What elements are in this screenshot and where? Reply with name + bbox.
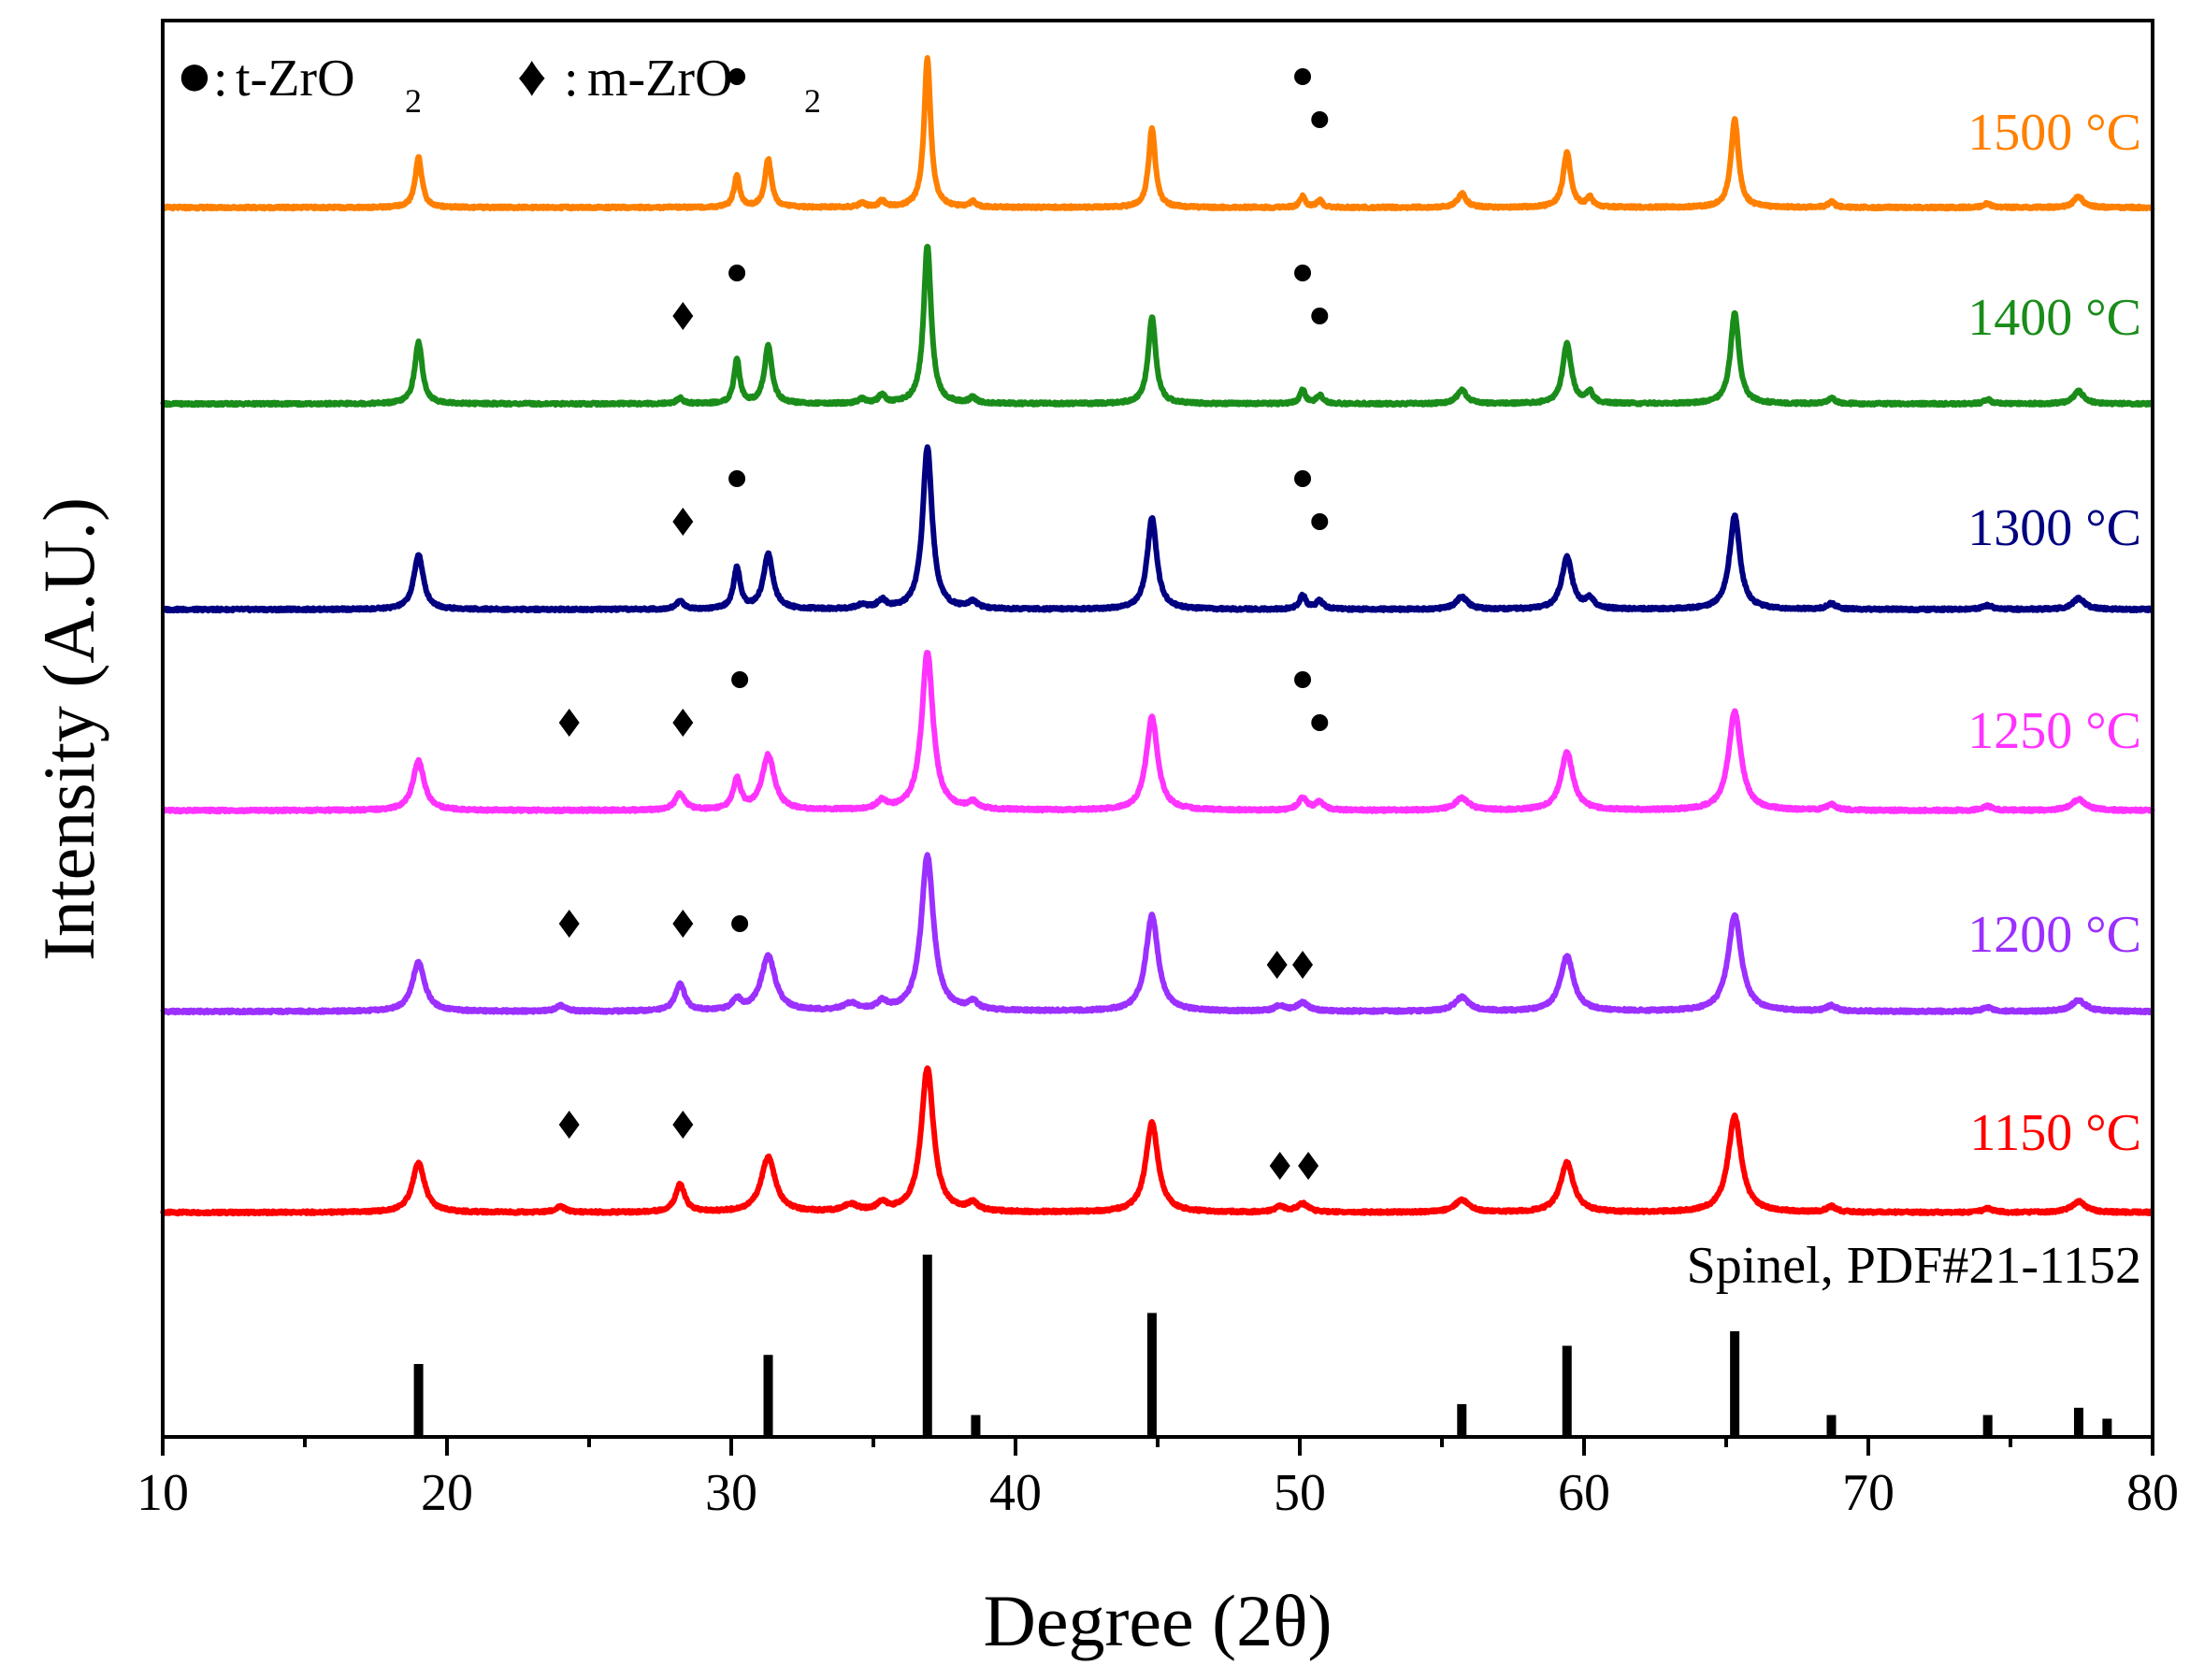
tzro2-marker — [1311, 111, 1329, 128]
tzro2-marker — [731, 671, 749, 688]
mzro2-marker — [558, 910, 580, 938]
tzro2-marker — [1311, 714, 1329, 731]
phase-markers — [558, 68, 1329, 1180]
reference-stick — [2073, 1407, 2083, 1437]
mzro2-marker — [558, 1111, 580, 1139]
series-line-1500-c — [160, 55, 2155, 212]
reference-stick — [922, 1255, 932, 1437]
mzro2-marker — [1269, 1152, 1290, 1180]
tzro2-marker — [728, 470, 746, 487]
tzro2-marker — [728, 68, 746, 85]
legend-item-mzro2: ♦ : m-ZrO 2 — [517, 45, 821, 120]
legend-sub-tzro2: 2 — [405, 82, 422, 120]
series-line-1250-c — [160, 650, 2155, 815]
tzro2-marker — [1311, 513, 1329, 530]
reference-stick — [413, 1364, 424, 1437]
reference-stick — [2102, 1418, 2112, 1437]
legend: ● : t-ZrO 2 ♦ : m-ZrO 2 — [176, 41, 821, 120]
mzro2-marker — [672, 1111, 694, 1139]
reference-stick — [763, 1355, 773, 1437]
x-tick-label: 50 — [1274, 1464, 1326, 1522]
reference-label: Spinel, PDF#21-1152 — [1687, 1237, 2141, 1295]
legend-symbol-diamond: ♦ — [517, 45, 547, 108]
legend-colon-2: : — [564, 50, 579, 108]
series-labels: 1150 °C 1200 °C 1250 °C 1300 °C 1400 °C 1500 … — [1967, 104, 2141, 1162]
x-axis-ticks — [161, 1437, 2154, 1456]
x-tick-label: 70 — [1842, 1464, 1895, 1522]
series-label-1150-c: 1150 °C — [1969, 1104, 2141, 1162]
legend-label-mzro2: m-ZrO — [587, 50, 733, 108]
x-tick-label: 60 — [1558, 1464, 1610, 1522]
reference-stick — [1562, 1345, 1572, 1437]
mzro2-marker — [672, 709, 694, 737]
mzro2-marker — [672, 910, 694, 938]
series-label-1400-c: 1400 °C — [1967, 289, 2141, 347]
series-label-1200-c: 1200 °C — [1967, 906, 2141, 964]
series-label-1250-c: 1250 °C — [1967, 702, 2141, 760]
tzro2-marker — [1294, 470, 1312, 487]
mzro2-marker — [672, 508, 694, 536]
series-label-1500-c: 1500 °C — [1967, 104, 2141, 162]
legend-item-tzro2: ● : t-ZrO 2 — [176, 41, 422, 120]
tzro2-marker — [1311, 308, 1329, 324]
mzro2-marker — [1266, 951, 1288, 979]
mzro2-marker — [1298, 1152, 1319, 1180]
tzro2-marker — [1294, 265, 1312, 281]
xrd-traces — [160, 55, 2155, 1217]
plot-frame — [161, 19, 2154, 1439]
legend-symbol-circle: ● — [176, 41, 213, 109]
y-axis-label: Intensity (A.U.) — [28, 497, 109, 961]
series-label-1300-c: 1300 °C — [1967, 499, 2141, 557]
x-axis-label: Degree (2θ) — [984, 1580, 1333, 1661]
x-tick-label: 40 — [989, 1464, 1042, 1522]
reference-sticks — [413, 1255, 2112, 1437]
mzro2-marker — [558, 709, 580, 737]
tzro2-marker — [1294, 671, 1312, 688]
reference-stick — [1146, 1313, 1157, 1437]
legend-colon-1: : — [213, 50, 228, 108]
x-tick-label: 20 — [421, 1464, 473, 1522]
series-line-1300-c — [160, 444, 2155, 614]
tzro2-marker — [728, 265, 746, 281]
legend-sub-mzro2: 2 — [804, 82, 821, 120]
mzro2-marker — [1292, 951, 1314, 979]
tzro2-marker — [731, 915, 749, 932]
reference-stick — [1982, 1414, 1993, 1437]
reference-stick — [1826, 1414, 1837, 1437]
x-tick-label: 80 — [2126, 1464, 2179, 1522]
x-tick-label: 30 — [705, 1464, 757, 1522]
series-line-1400-c — [160, 243, 2155, 409]
mzro2-marker — [672, 302, 694, 330]
x-tick-label: 10 — [137, 1464, 189, 1522]
series-line-1150-c — [160, 1065, 2155, 1217]
x-axis-tick-labels: 10 20 30 40 50 60 70 80 — [137, 1464, 2179, 1522]
reference-stick — [1457, 1403, 1467, 1437]
reference-stick — [971, 1414, 981, 1437]
tzro2-marker — [1294, 68, 1312, 85]
reference-stick — [1730, 1330, 1740, 1437]
legend-label-tzro2: t-ZrO — [236, 50, 355, 108]
series-line-1200-c — [160, 852, 2155, 1016]
